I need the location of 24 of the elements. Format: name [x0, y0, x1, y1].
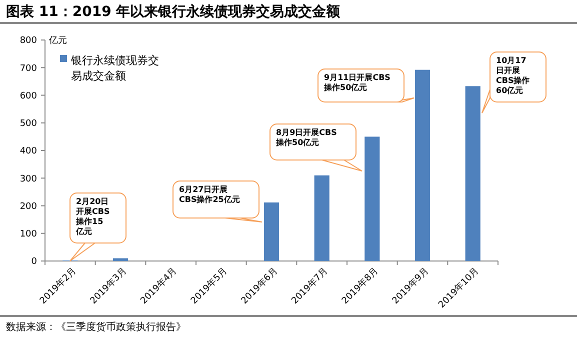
annotation: 8月9日开展CBS操作50亿元 — [275, 128, 338, 148]
annotation: 2月20日开展CBS操作15亿元 — [75, 197, 110, 236]
bar — [414, 70, 430, 261]
annotation: 10月17日开展CBS操作60亿元 — [496, 56, 530, 96]
bar — [112, 258, 128, 261]
legend-label: 银行永续债现券交易成交金额 — [70, 54, 159, 82]
bar — [264, 202, 280, 261]
chart-title: 图表 11：2019 年以来银行永续债现券交易成交金额 — [6, 3, 342, 20]
y-tick-label: 500 — [20, 119, 38, 130]
y-tick-label: 700 — [20, 64, 38, 74]
y-tick-label: 100 — [20, 230, 38, 240]
bar — [364, 136, 380, 261]
y-tick-label: 0 — [31, 257, 38, 268]
y-tick-label: 300 — [20, 174, 38, 184]
source-note: 数据来源：《三季度货币政策执行报告》 — [6, 321, 186, 333]
annotation: 9月11日开展CBS操作50亿元 — [323, 73, 391, 92]
y-tick-label: 800 — [20, 36, 38, 46]
y-tick-label: 400 — [20, 146, 38, 157]
y-axis-title: 亿元 — [48, 35, 67, 46]
annotation: 6月27日开展CBS操作25亿元 — [179, 185, 240, 204]
y-tick-label: 600 — [20, 91, 38, 102]
bar — [465, 86, 480, 261]
y-tick-label: 200 — [20, 202, 38, 212]
bar — [314, 175, 330, 261]
